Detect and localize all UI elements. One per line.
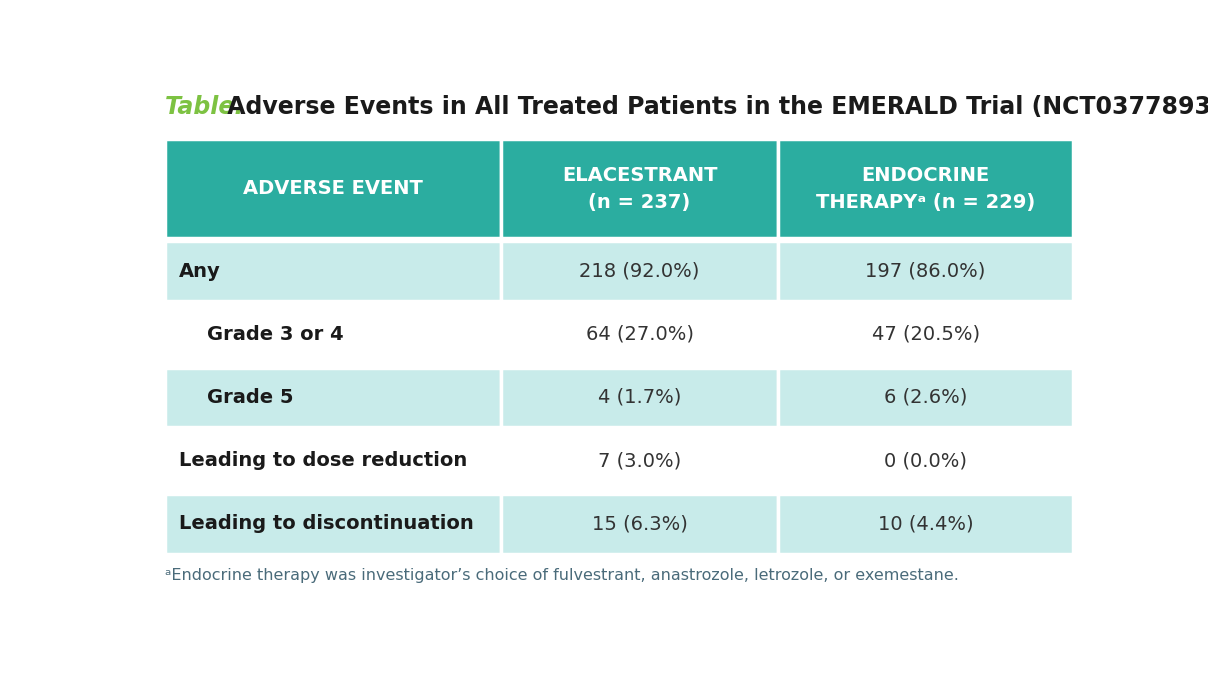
Bar bbox=[165, 430, 501, 491]
Text: ENDOCRINE
THERAPYᵃ (n = 229): ENDOCRINE THERAPYᵃ (n = 229) bbox=[815, 166, 1035, 212]
Text: Any: Any bbox=[179, 262, 221, 281]
Bar bbox=[778, 139, 1073, 238]
Text: Grade 5: Grade 5 bbox=[208, 388, 294, 407]
Text: Grade 3 or 4: Grade 3 or 4 bbox=[208, 325, 344, 344]
Bar bbox=[165, 305, 501, 364]
Text: 7 (3.0%): 7 (3.0%) bbox=[598, 451, 681, 470]
Bar bbox=[778, 368, 1073, 428]
Text: 15 (6.3%): 15 (6.3%) bbox=[592, 514, 687, 533]
Bar bbox=[778, 430, 1073, 491]
Bar bbox=[778, 305, 1073, 364]
Bar bbox=[501, 430, 778, 491]
Text: 0 (0.0%): 0 (0.0%) bbox=[884, 451, 968, 470]
Text: ᵃEndocrine therapy was investigator’s choice of fulvestrant, anastrozole, letroz: ᵃEndocrine therapy was investigator’s ch… bbox=[165, 568, 959, 584]
Text: Leading to dose reduction: Leading to dose reduction bbox=[179, 451, 467, 470]
Bar bbox=[501, 242, 778, 301]
Text: ADVERSE EVENT: ADVERSE EVENT bbox=[243, 179, 423, 198]
Text: 4 (1.7%): 4 (1.7%) bbox=[598, 388, 681, 407]
Text: 218 (92.0%): 218 (92.0%) bbox=[580, 262, 699, 281]
Bar bbox=[778, 242, 1073, 301]
Text: ELACESTRANT
(n = 237): ELACESTRANT (n = 237) bbox=[562, 166, 718, 212]
Text: Adverse Events in All Treated Patients in the EMERALD Trial (NCT03778931)¹: Adverse Events in All Treated Patients i… bbox=[220, 95, 1208, 119]
Text: Table.: Table. bbox=[165, 95, 244, 119]
Bar bbox=[501, 493, 778, 554]
Bar bbox=[501, 305, 778, 364]
Bar bbox=[165, 139, 501, 238]
Text: Leading to discontinuation: Leading to discontinuation bbox=[179, 514, 474, 533]
Bar bbox=[165, 368, 501, 428]
Text: 6 (2.6%): 6 (2.6%) bbox=[884, 388, 968, 407]
Bar bbox=[165, 242, 501, 301]
Text: 47 (20.5%): 47 (20.5%) bbox=[871, 325, 980, 344]
Bar bbox=[778, 493, 1073, 554]
Text: 10 (4.4%): 10 (4.4%) bbox=[878, 514, 974, 533]
Text: 197 (86.0%): 197 (86.0%) bbox=[865, 262, 986, 281]
Text: 64 (27.0%): 64 (27.0%) bbox=[586, 325, 693, 344]
Bar bbox=[501, 139, 778, 238]
Bar bbox=[165, 493, 501, 554]
Bar bbox=[501, 368, 778, 428]
